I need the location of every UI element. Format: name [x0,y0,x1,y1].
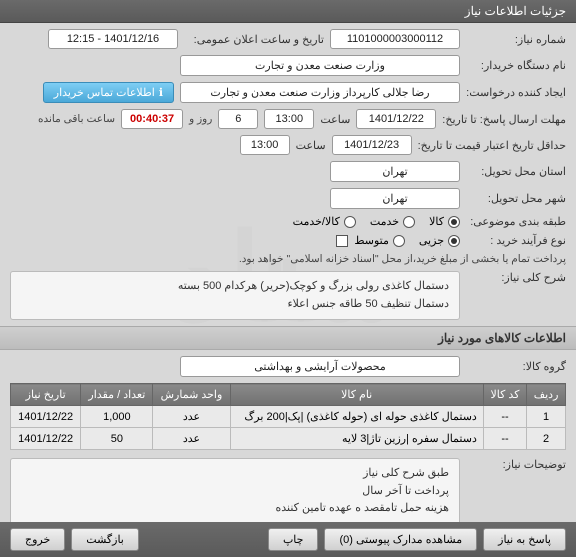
deadline-hour-field: 13:00 [264,109,314,129]
cell: 1 [527,406,566,428]
category-label: طبقه بندی موضوعی: [466,215,566,228]
attachments-button[interactable]: مشاهده مدارک پیوستی (0) [324,528,477,551]
need-desc-box: دستمال کاغذی رولی بزرگ و کوچک(حریر) هرکد… [10,271,460,320]
goods-group-label: گروه کالا: [466,360,566,373]
deadline-date-field: 1401/12/22 [356,109,436,129]
radio-goods[interactable]: کالا [429,215,460,228]
remarks-line: طبق شرح کلی نیاز [21,465,449,483]
footer-bar: پاسخ به نیاز مشاهده مدارک پیوستی (0) چاپ… [0,522,576,557]
countdown-timer: 00:40:37 [121,109,183,129]
radio-both-label: کالا/خدمت [293,215,340,228]
validity-date-field: 1401/12/23 [332,135,412,155]
radio-medium[interactable]: متوسط [354,234,405,247]
creator-field: رضا جلالی کارپرداز وزارت صنعت معدن و تجا… [180,82,460,103]
cell: عدد [153,406,230,428]
table-header-row: ردیف کد کالا نام کالا واحد شمارش تعداد /… [11,384,566,406]
col-row: ردیف [527,384,566,406]
treasury-checkbox[interactable] [336,235,348,247]
radio-medium-label: متوسط [354,234,389,247]
deadline-label: مهلت ارسال پاسخ: تا تاریخ: [442,113,566,126]
radio-icon [448,235,460,247]
goods-group-field: محصولات آرایشی و بهداشتی [180,356,460,377]
remarks-label: توضیحات نیاز: [466,458,566,471]
cell: 1401/12/22 [11,406,81,428]
radio-service[interactable]: خدمت [370,215,415,228]
table-row[interactable]: 1 -- دستمال کاغذی حوله ای (حوله کاغذی) |… [11,406,566,428]
purchase-type-group: جزیی متوسط [354,234,460,247]
validity-hour-field: 13:00 [240,135,290,155]
exit-label: خروج [25,533,50,546]
contact-info-button[interactable]: ℹ اطلاعات تماس خریدار [43,82,174,103]
attachments-label: مشاهده مدارک پیوستی (0) [339,533,462,546]
goods-section-title: اطلاعات کالاهای مورد نیاز [0,326,576,350]
print-label: چاپ [283,533,304,546]
radio-icon [403,216,415,228]
col-unit: واحد شمارش [153,384,230,406]
cell: عدد [153,428,230,450]
radio-icon [344,216,356,228]
remarks-line: پرداخت تا آخر سال [21,483,449,501]
hour-label-1: ساعت [320,113,350,126]
col-qty: تعداد / مقدار [81,384,153,406]
radio-goods-label: کالا [429,215,444,228]
remaining-label: ساعت باقی مانده [38,113,115,125]
remarks-box: طبق شرح کلی نیاز پرداخت تا آخر سال هزینه… [10,458,460,525]
radio-service-label: خدمت [370,215,399,228]
remarks-line: هزینه حمل تامقصد ه عهده تامین کننده [21,500,449,518]
validity-label: حداقل تاریخ اعتبار قیمت تا تاریخ: [418,139,566,152]
purchase-note: پرداخت تمام یا بخشی از مبلغ خرید،از محل … [239,253,566,265]
window-header: جزئیات اطلاعات نیاز [0,0,576,23]
back-button[interactable]: بازگشت [71,528,139,551]
cell: 1,000 [81,406,153,428]
need-no-field: 1101000003000112 [330,29,460,49]
need-no-label: شماره نیاز: [466,33,566,46]
need-desc-label: شرح کلی نیاز: [466,271,566,284]
days-left-field: 6 [218,109,258,129]
main-content: شماره نیاز: 1101000003000112 تاریخ و ساع… [0,23,576,537]
need-desc-line: دستمال کاغذی رولی بزرگ و کوچک(حریر) هرکد… [21,278,449,296]
reply-label: پاسخ به نیاز [498,533,551,546]
location-label: استان محل تحویل: [466,165,566,178]
exit-button[interactable]: خروج [10,528,65,551]
info-icon: ℹ [159,86,163,99]
back-label: بازگشت [86,533,124,546]
radio-both[interactable]: کالا/خدمت [293,215,356,228]
window-title: جزئیات اطلاعات نیاز [465,4,566,18]
radio-partial-label: جزیی [419,234,444,247]
creator-label: ایجاد کننده درخواست: [466,86,566,99]
cell: -- [483,406,526,428]
days-pre: روز و [189,113,212,125]
table-row[interactable]: 2 -- دستمال سفره |رزین تاژ|3 لایه عدد 50… [11,428,566,450]
radio-icon [393,235,405,247]
goods-table: ردیف کد کالا نام کالا واحد شمارش تعداد /… [10,383,566,450]
location-field: تهران [330,161,460,182]
col-code: کد کالا [483,384,526,406]
public-date-field: 1401/12/16 - 12:15 [48,29,178,49]
purchase-type-label: نوع فرآیند خرید : [466,234,566,247]
buyer-field: وزارت صنعت معدن و تجارت [180,55,460,76]
public-date-label: تاریخ و ساعت اعلان عمومی: [184,33,324,46]
contact-btn-label: اطلاعات تماس خریدار [54,86,155,99]
radio-partial[interactable]: جزیی [419,234,460,247]
need-desc-line: دستمال تنظیف 50 طاقه جنس اعلاء [21,296,449,314]
city-field: تهران [330,188,460,209]
hour-label-2: ساعت [296,139,326,152]
cell: 2 [527,428,566,450]
buyer-label: نام دستگاه خریدار: [466,59,566,72]
category-radio-group: کالا خدمت کالا/خدمت [293,215,460,228]
cell: دستمال سفره |رزین تاژ|3 لایه [230,428,483,450]
radio-icon [448,216,460,228]
cell: 1401/12/22 [11,428,81,450]
cell: -- [483,428,526,450]
reply-button[interactable]: پاسخ به نیاز [483,528,566,551]
cell: 50 [81,428,153,450]
col-name: نام کالا [230,384,483,406]
city-label: شهر محل تحویل: [466,192,566,205]
col-date: تاریخ نیاز [11,384,81,406]
cell: دستمال کاغذی حوله ای (حوله کاغذی) |پک|20… [230,406,483,428]
print-button[interactable]: چاپ [268,528,319,551]
